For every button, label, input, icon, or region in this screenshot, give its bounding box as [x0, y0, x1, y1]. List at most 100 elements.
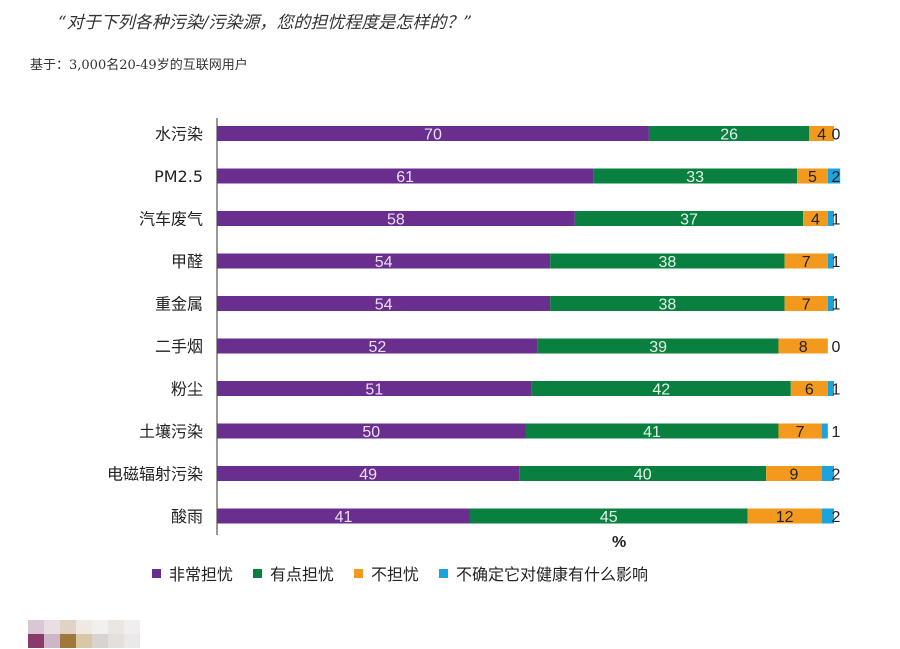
data-label: 4 [817, 127, 826, 144]
bar-segment [217, 126, 649, 141]
bar-segment [778, 338, 828, 354]
category-label: 汽车废气 [139, 210, 203, 229]
legend-item: 有点担忧 [253, 561, 334, 585]
data-label: 1 [832, 297, 841, 314]
bar-segment [809, 126, 834, 141]
bar-segment [217, 253, 551, 269]
legend-swatch [152, 568, 161, 578]
bar-segment [796, 168, 828, 184]
data-label: 1 [832, 382, 841, 399]
bar-segment [827, 168, 841, 184]
data-label: 41 [643, 424, 661, 441]
legend-item: 非常担忧 [152, 561, 233, 585]
bar-segment [827, 211, 834, 226]
data-label: 0 [832, 339, 841, 356]
bar-segment [531, 381, 791, 396]
data-label: 54 [375, 297, 393, 314]
category-label: 甲醛 [171, 252, 203, 271]
bar-segment [550, 253, 785, 269]
bar-segment [766, 466, 822, 481]
bar-segment [519, 466, 767, 481]
data-label: 0 [832, 127, 841, 144]
data-label: 1 [832, 424, 841, 441]
bar-segment [778, 423, 822, 439]
bar-segment [537, 338, 779, 354]
data-label: 7 [796, 424, 805, 441]
data-label: 6 [805, 382, 814, 399]
chart-title: “对于下列各种污染/污染源，您的担忧程度是怎样的？” [58, 13, 473, 33]
bar-segment [217, 296, 551, 311]
data-label: 39 [649, 339, 667, 356]
category-label: 电磁辐射污染 [107, 465, 203, 484]
data-label: 70 [424, 127, 442, 144]
data-label: 4 [811, 212, 820, 229]
data-label: 26 [720, 127, 738, 144]
legend-label: 有点担忧 [270, 565, 335, 584]
data-label: 42 [652, 382, 670, 399]
legend-swatch [354, 568, 364, 578]
bar-segment [648, 126, 810, 141]
bar-segment [784, 296, 828, 311]
category-label: 水污染 [155, 125, 203, 144]
data-label: 9 [789, 467, 798, 484]
pixelated-logo-icon [28, 620, 156, 648]
category-label: 土壤污染 [139, 422, 203, 441]
category-label: 重金属 [155, 295, 203, 314]
data-label: 54 [375, 254, 393, 271]
data-label: 49 [359, 467, 377, 484]
legend-item: 不担忧 [354, 561, 419, 585]
data-label: 38 [659, 297, 677, 314]
category-label: PM2.5 [154, 167, 203, 186]
bar-segment [593, 168, 797, 184]
data-label: 41 [335, 509, 353, 526]
bar-segment [550, 296, 785, 311]
legend-swatch [439, 568, 449, 578]
data-label: 50 [362, 424, 380, 441]
bar-segment [747, 508, 822, 524]
bar-segment [525, 423, 779, 439]
data-label: 2 [832, 509, 841, 526]
data-label: 40 [634, 467, 652, 484]
chart-legend: 非常担忧 有点担忧 不担忧 不确定它对健康有什么影响 [152, 561, 668, 585]
chart-subtitle: 基于：3,000名20-49岁的互联网用户 [30, 58, 248, 73]
legend-swatch [253, 568, 263, 578]
legend-label: 不担忧 [371, 565, 420, 584]
data-label: 5 [808, 169, 817, 186]
data-label: 52 [369, 339, 387, 356]
data-label: 33 [686, 169, 704, 186]
data-label: 1 [832, 254, 841, 271]
bar-segment [784, 253, 828, 269]
legend-label: 非常担忧 [169, 565, 234, 584]
data-label: 8 [799, 339, 808, 356]
bar-segment [217, 338, 538, 354]
data-label: 7 [802, 254, 811, 271]
bar-segment [827, 381, 834, 396]
bar-segment [803, 211, 828, 226]
bar-segment [217, 168, 594, 184]
data-label: 38 [659, 254, 677, 271]
bar-segment [790, 381, 828, 396]
bar-segment [217, 211, 575, 226]
bar-segment [821, 466, 834, 481]
data-label: 61 [396, 169, 414, 186]
data-label: 2 [832, 169, 841, 186]
data-label: 12 [776, 509, 794, 526]
data-label: 51 [365, 382, 383, 399]
bar-segment [827, 253, 834, 269]
bar-segment [217, 381, 532, 396]
legend-label: 不确定它对健康有什么影响 [456, 565, 649, 584]
data-label: 45 [600, 509, 618, 526]
bar-segment [821, 508, 834, 524]
data-label: 2 [832, 467, 841, 484]
bar-segment [217, 508, 470, 524]
x-axis-unit-label: % [612, 534, 627, 551]
data-label: 7 [802, 297, 811, 314]
data-label: 58 [387, 212, 405, 229]
data-label: 37 [680, 212, 698, 229]
category-label: 粉尘 [171, 380, 203, 399]
bar-segment [821, 423, 828, 439]
bar-segment [827, 296, 834, 311]
category-label: 酸雨 [171, 507, 203, 526]
